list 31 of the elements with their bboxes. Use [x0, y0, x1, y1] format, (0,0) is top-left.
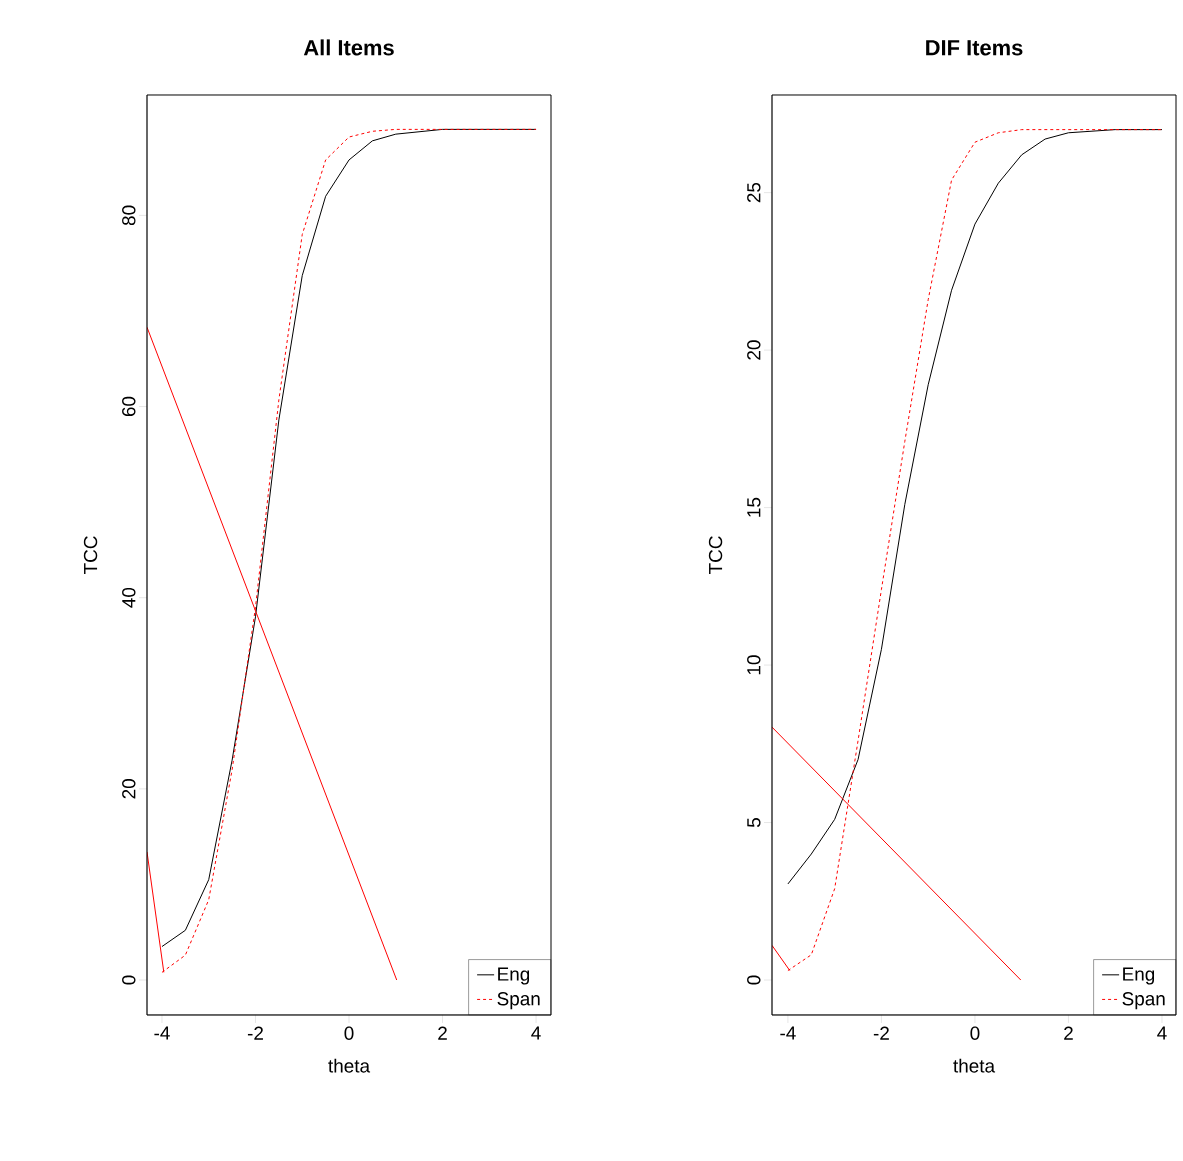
- x-tick-label: -2: [873, 1026, 889, 1040]
- x-tick-label: 4: [531, 1026, 541, 1040]
- x-tick-label: 4: [1157, 1026, 1167, 1040]
- x-axis-title: theta: [328, 1058, 371, 1073]
- x-tick-label: -4: [780, 1026, 796, 1040]
- legend-label: Span: [497, 992, 540, 1010]
- x-tick-label: 0: [970, 1026, 980, 1040]
- y-tick-label: 10: [747, 655, 761, 675]
- y-tick-label: 60: [122, 396, 136, 417]
- y-tick-label: 80: [122, 205, 136, 226]
- x-tick-label: -4: [154, 1026, 170, 1040]
- x-axis-title: theta: [953, 1058, 996, 1073]
- y-axis-title: TCC: [708, 536, 723, 575]
- legend-label: Span: [1122, 992, 1165, 1010]
- y-tick-label: 15: [747, 497, 761, 517]
- y-tick-label: 0: [122, 975, 136, 985]
- y-tick-label: 20: [122, 779, 136, 799]
- y-tick-label: 40: [122, 587, 136, 608]
- x-tick-label: 2: [438, 1026, 447, 1040]
- y-tick-label: 25: [747, 182, 761, 203]
- x-tick-label: 2: [1064, 1026, 1073, 1040]
- x-tick-label: -2: [247, 1026, 263, 1040]
- y-tick-label: 0: [747, 975, 761, 985]
- legend-label: Eng: [1123, 967, 1155, 985]
- chart-title: DIF Items: [926, 40, 1023, 56]
- chart-title: All Items: [303, 39, 394, 56]
- y-tick-label: 20: [747, 340, 761, 360]
- x-tick-label: 0: [344, 1026, 354, 1040]
- y-axis-title: TCC: [83, 536, 98, 575]
- y-tick-label: 5: [747, 818, 761, 828]
- legend-label: Eng: [498, 967, 530, 985]
